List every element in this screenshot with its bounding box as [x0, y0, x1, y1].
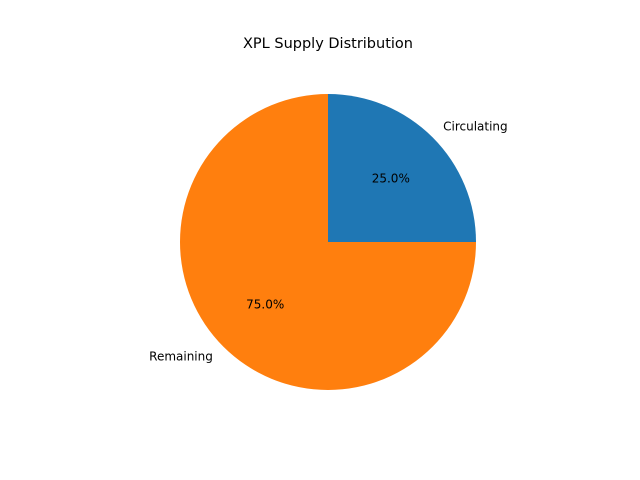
slice-label: Remaining [149, 350, 213, 364]
slice-value-label: 75.0% [246, 297, 284, 311]
slice-label: Circulating [443, 119, 508, 133]
chart-title: XPL Supply Distribution [243, 36, 413, 52]
pie-slice [180, 94, 476, 390]
pie-slice [328, 94, 476, 242]
slice-value-label: 25.0% [372, 172, 410, 186]
